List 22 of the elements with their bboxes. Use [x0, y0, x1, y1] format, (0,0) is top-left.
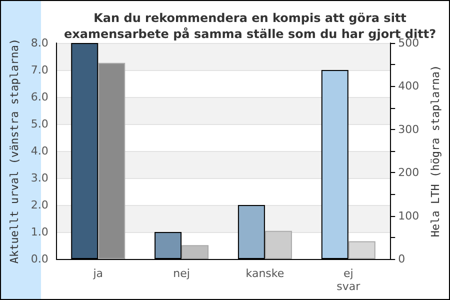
y-tick-label: 7.0	[30, 64, 48, 76]
x-tick-label: kanske	[246, 267, 284, 280]
y-tick-label: 3.0	[30, 172, 48, 184]
y-tick-label: 1.0	[30, 226, 48, 238]
y2-axis-title: Hela LTH (högra staplarna)	[429, 64, 442, 238]
y-tick-label: 4.0	[30, 144, 48, 158]
y-tick-label: 6.0	[30, 90, 48, 104]
y2-tick-label: 100	[398, 209, 420, 222]
y2-tick-label: 0	[398, 252, 406, 266]
y-tick-label: 0.0	[30, 252, 48, 266]
bar	[348, 241, 376, 259]
y2-tick-label: 200	[398, 166, 420, 180]
x-tick-label: nej	[173, 267, 190, 280]
y-tick-label: 5.0	[30, 118, 48, 130]
x-tick-label: ej svar	[336, 267, 361, 293]
y2-tick-label: 500	[398, 36, 420, 50]
x-tick-label: ja	[92, 267, 104, 280]
y-axis-title: Aktuellt urval (vänstra staplarna)	[8, 38, 21, 264]
y-tick-label: 2.0	[30, 198, 48, 212]
y2-tick-label: 300	[398, 122, 420, 136]
y-tick-label: 8.0	[30, 36, 48, 50]
y2-tick-label: 400	[398, 80, 420, 93]
